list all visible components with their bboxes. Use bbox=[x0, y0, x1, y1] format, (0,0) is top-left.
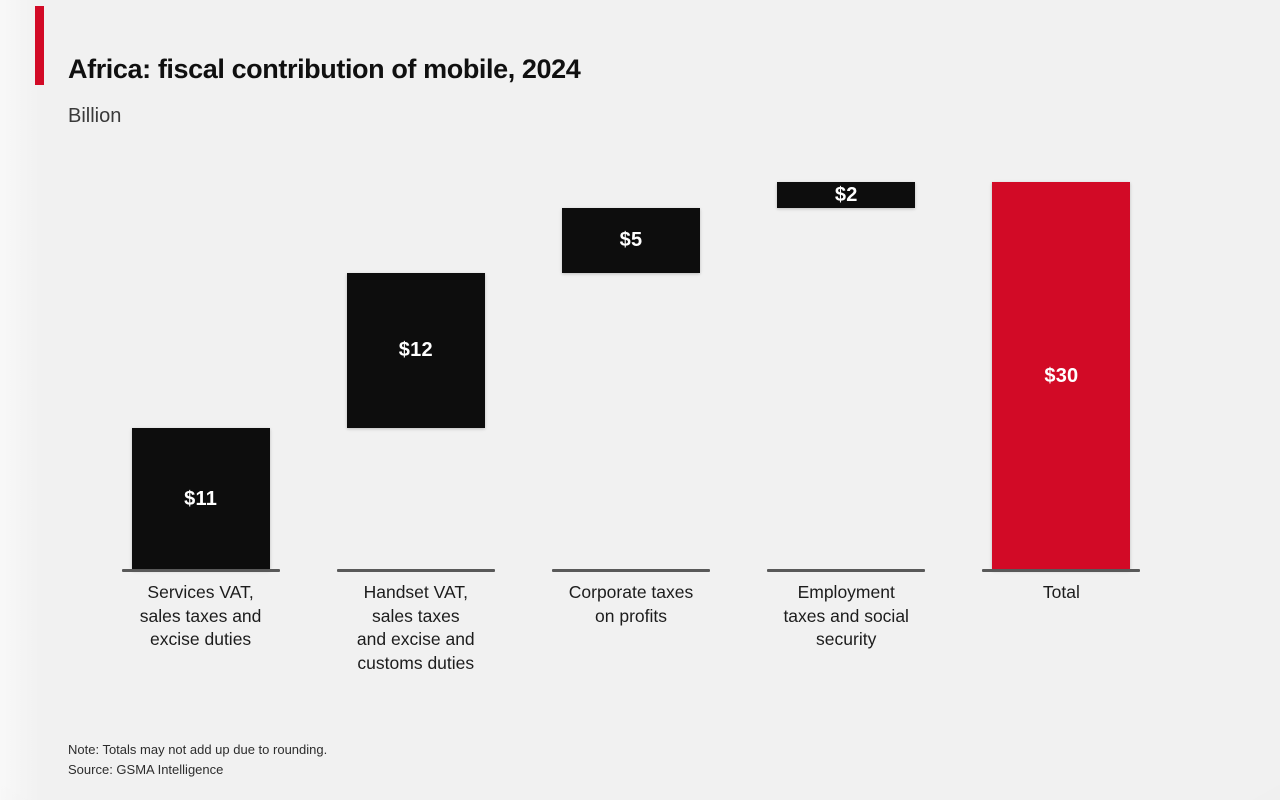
waterfall-bar: $12 bbox=[346, 272, 485, 428]
axis-baseline bbox=[552, 569, 710, 572]
axis-baseline bbox=[336, 569, 495, 572]
chart-column: $11 Services VAT, sales taxes and excise … bbox=[93, 182, 308, 649]
category-label: Total bbox=[1042, 582, 1080, 602]
category-label: Handset VAT, sales taxes and excise and … bbox=[356, 582, 475, 673]
chart-footer: Note: Totals may not add up due to round… bbox=[68, 740, 327, 780]
category-label: Corporate taxes on profits bbox=[568, 582, 694, 626]
axis-baseline bbox=[982, 569, 1141, 572]
waterfall-bar: $11 bbox=[131, 427, 270, 570]
bar-value-label: $2 bbox=[834, 183, 858, 206]
note-text: Note: Totals may not add up due to round… bbox=[68, 742, 328, 757]
bar-value-label: $5 bbox=[619, 229, 643, 252]
chart-column: $5 Corporate taxes on profits bbox=[523, 182, 738, 626]
bar-value-label: $11 bbox=[184, 487, 218, 510]
chart-column: $30 Total bbox=[954, 182, 1169, 602]
source-text: Source: GSMA Intelligence bbox=[68, 762, 224, 777]
category-label: Employment taxes and social security bbox=[783, 582, 909, 649]
page-title: Africa: fiscal contribution of mobile, 2… bbox=[68, 54, 581, 84]
waterfall-bar: $2 bbox=[777, 182, 916, 208]
waterfall-chart: $11 Services VAT, sales taxes and excise … bbox=[93, 182, 1169, 673]
bar-value-label: $30 bbox=[1044, 365, 1079, 387]
accent-bar bbox=[35, 6, 44, 85]
axis-baseline bbox=[121, 569, 280, 572]
axis-unit-label: Billion bbox=[68, 105, 122, 127]
total-bar: $30 bbox=[992, 182, 1131, 570]
bar-value-label: $12 bbox=[398, 339, 433, 362]
axis-baseline bbox=[767, 569, 926, 572]
chart-column: $12 Handset VAT, sales taxes and excise a… bbox=[308, 182, 523, 673]
chart-column: $2 Employment taxes and social security bbox=[739, 182, 954, 649]
category-label: Services VAT, sales taxes and excise dut… bbox=[139, 582, 262, 649]
waterfall-bar: $5 bbox=[562, 207, 700, 273]
